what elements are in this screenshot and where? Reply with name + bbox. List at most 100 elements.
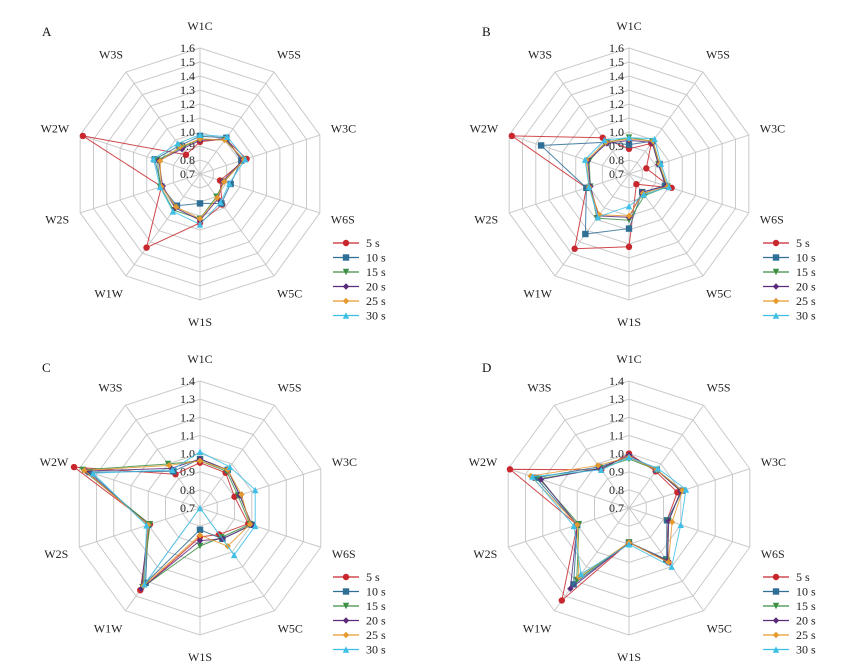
data-point xyxy=(230,551,238,559)
tick-label: 1.1 xyxy=(609,111,624,125)
data-point xyxy=(506,466,514,473)
axis-label-w1w: W1W xyxy=(94,287,123,301)
data-point xyxy=(196,215,204,222)
data-point xyxy=(657,160,665,167)
data-point xyxy=(668,518,676,526)
data-point xyxy=(577,570,585,578)
data-point xyxy=(81,467,88,474)
tick-label: 1.1 xyxy=(180,428,195,442)
legend-label: 30 s xyxy=(796,309,816,323)
axis-label-w3s: W3S xyxy=(527,380,551,394)
data-point xyxy=(79,132,87,140)
grid-spoke xyxy=(628,71,704,175)
legend-swatch-marker xyxy=(342,602,350,610)
legend-label: 5 s xyxy=(796,236,810,250)
data-point xyxy=(226,180,233,187)
legend-swatch-marker xyxy=(772,283,780,290)
data-point xyxy=(679,487,686,494)
data-point xyxy=(86,468,93,476)
grid-spoke xyxy=(628,507,750,548)
tick-label: 1.4 xyxy=(180,374,195,388)
data-point xyxy=(196,221,204,228)
data-point xyxy=(640,191,648,198)
data-point xyxy=(508,132,516,140)
tick-label: 1.6 xyxy=(609,41,624,55)
data-point xyxy=(196,200,204,207)
axis-label-w3c: W3C xyxy=(761,455,786,469)
data-point xyxy=(537,142,545,149)
tick-label: 0.7 xyxy=(180,501,195,515)
data-point xyxy=(682,486,690,493)
legend-label: 5 s xyxy=(796,570,810,584)
data-point xyxy=(143,522,150,529)
data-point xyxy=(532,474,540,481)
data-point xyxy=(169,466,176,474)
legend-swatch-marker xyxy=(342,254,350,261)
grid-spoke xyxy=(199,404,276,509)
data-point xyxy=(677,521,684,529)
series-5s xyxy=(508,132,675,252)
data-point xyxy=(231,493,238,500)
tick-label: 1.3 xyxy=(609,392,624,406)
tick-label: 1.2 xyxy=(609,97,624,111)
tick-label: 0.9 xyxy=(180,465,195,479)
data-point xyxy=(196,542,204,550)
legend-swatch-marker xyxy=(772,573,780,581)
legend-label: 20 s xyxy=(366,280,386,294)
data-point xyxy=(174,140,181,147)
data-point xyxy=(601,136,608,144)
data-point xyxy=(238,491,245,498)
data-point xyxy=(625,203,633,210)
axis-label-w2s: W2S xyxy=(474,213,498,227)
data-point xyxy=(226,463,234,471)
series-30s xyxy=(529,454,690,578)
legend: 5 s10 s15 s20 s25 s30 s xyxy=(333,236,386,323)
legend: 5 s10 s15 s20 s25 s30 s xyxy=(763,570,816,657)
data-point xyxy=(246,521,254,528)
grid-spoke xyxy=(509,134,630,175)
data-point xyxy=(665,517,672,525)
axis-label-w5c: W5C xyxy=(706,287,731,301)
legend-label: 25 s xyxy=(796,628,816,642)
legend-label: 15 s xyxy=(796,599,816,613)
axis-label-w5c: W5C xyxy=(277,287,302,301)
grid-spoke xyxy=(628,468,750,509)
radar-panel-a: A0.70.80.91.01.11.21.31.41.51.6W1CW5SW3C… xyxy=(41,19,386,329)
data-point xyxy=(585,183,593,191)
panel-label: D xyxy=(482,360,491,375)
grid-spoke xyxy=(79,468,201,509)
tick-label: 1.2 xyxy=(180,97,195,111)
grid-spoke xyxy=(199,173,275,277)
grid-spoke xyxy=(199,468,321,509)
series-30s xyxy=(581,134,673,221)
tick-label: 0.7 xyxy=(609,167,624,181)
legend-swatch-marker xyxy=(342,297,350,305)
grid-spoke xyxy=(628,404,705,509)
legend-label: 15 s xyxy=(366,265,386,279)
legend-label: 10 s xyxy=(796,585,816,599)
grid-spoke xyxy=(124,404,201,509)
panel-label: C xyxy=(42,360,51,375)
tick-label: 1.3 xyxy=(180,392,195,406)
axis-label-w6s: W6S xyxy=(332,547,356,561)
legend-label: 15 s xyxy=(366,599,386,613)
data-point xyxy=(165,462,173,469)
axis-label-w3c: W3C xyxy=(332,455,357,469)
axis-label-w2w: W2W xyxy=(41,121,70,135)
axis-label-w1s: W1S xyxy=(188,315,212,329)
data-point xyxy=(583,184,590,192)
axis-label-w3c: W3C xyxy=(331,121,356,135)
legend-label: 20 s xyxy=(366,614,386,628)
data-point xyxy=(138,585,145,592)
tick-label: 1.6 xyxy=(180,41,195,55)
data-point xyxy=(665,183,673,191)
axis-label-w2w: W2W xyxy=(470,121,499,135)
radar-panel-b: B0.70.80.91.01.11.21.31.41.51.6W1CW5SW3C… xyxy=(470,19,816,329)
tick-label: 1.4 xyxy=(609,374,624,388)
data-point xyxy=(252,522,259,530)
legend-label: 30 s xyxy=(796,643,816,657)
grid-spoke xyxy=(509,173,630,214)
data-point xyxy=(169,208,177,215)
data-point xyxy=(625,212,633,220)
